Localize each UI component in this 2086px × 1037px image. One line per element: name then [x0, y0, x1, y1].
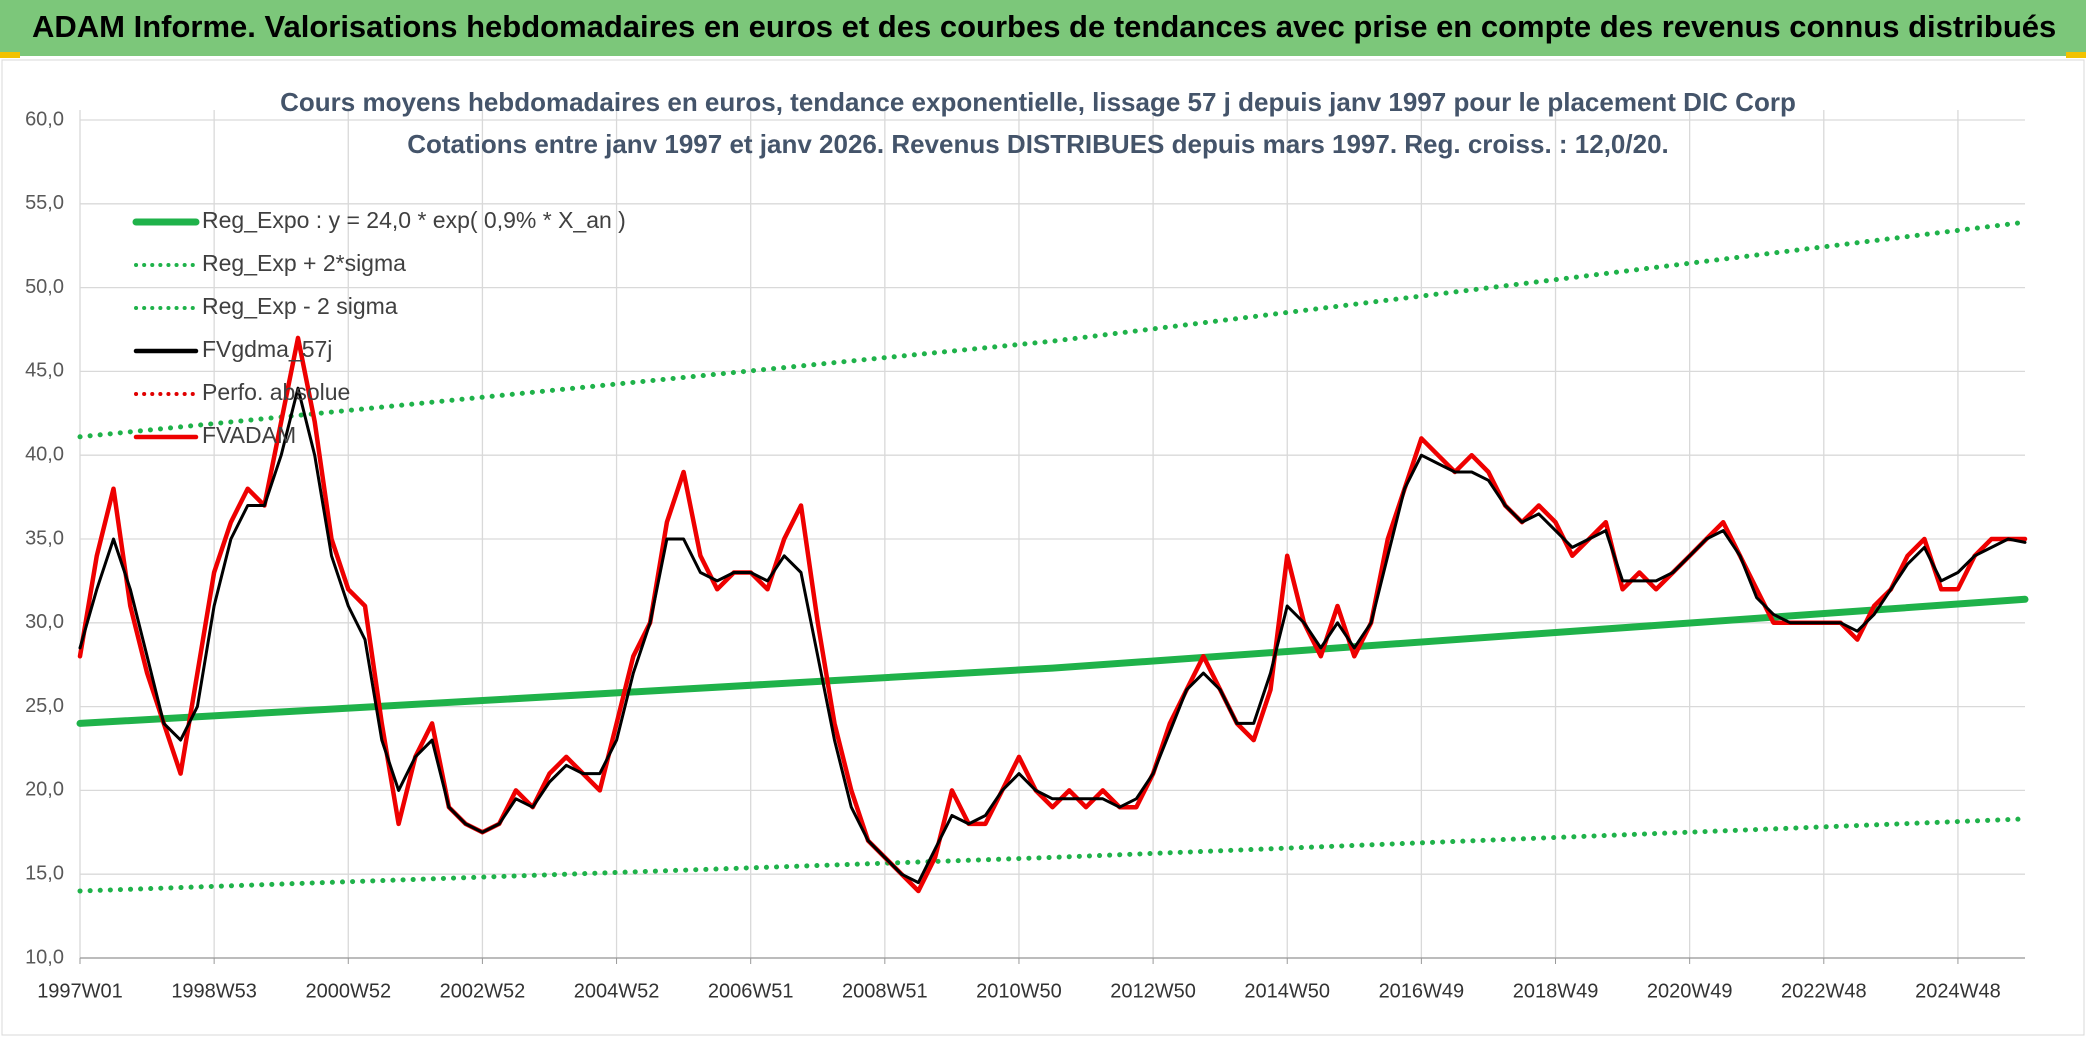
x-tick-label: 2024W48	[1915, 980, 2001, 1002]
x-tick-label: 2018W49	[1513, 980, 1599, 1002]
y-tick-label: 25,0	[25, 695, 64, 717]
y-tick-label: 45,0	[25, 360, 64, 382]
x-tick-label: 1997W01	[37, 980, 123, 1002]
legend: Reg_Expo : y = 24,0 * exp( 0,9% * X_an )…	[132, 207, 626, 448]
y-tick-label: 55,0	[25, 192, 64, 214]
legend-label: Perfo. absolue	[202, 379, 350, 405]
x-tick-label: 2022W48	[1781, 980, 1867, 1002]
y-tick-label: 35,0	[25, 527, 64, 549]
y-tick-label: 40,0	[25, 443, 64, 465]
series-line	[78, 386, 2027, 885]
corner-mark	[0, 52, 20, 58]
legend-label: Reg_Expo : y = 24,0 * exp( 0,9% * X_an )	[202, 207, 626, 233]
chart-subtitle: Cotations entre janv 1997 et janv 2026. …	[407, 129, 1669, 159]
legend-label: FVgdma_57j	[202, 336, 332, 362]
x-tick-label: 2014W50	[1244, 980, 1330, 1002]
legend-label: Reg_Exp + 2*sigma	[202, 250, 406, 276]
y-tick-label: 10,0	[25, 946, 64, 968]
header-bar	[0, 0, 2086, 56]
legend-label: Reg_Exp - 2 sigma	[202, 293, 398, 319]
x-tick-label: 2008W51	[842, 980, 928, 1002]
y-tick-label: 50,0	[25, 276, 64, 298]
y-tick-label: 15,0	[25, 862, 64, 884]
series-line	[77, 816, 2028, 894]
chart-title: Cours moyens hebdomadaires en euros, ten…	[280, 87, 1796, 117]
y-tick-label: 60,0	[25, 108, 64, 130]
legend-label: FVADAM	[202, 422, 296, 448]
x-tick-label: 2010W50	[976, 980, 1062, 1002]
grid: 10,0 15,0 20,0 25,0 30,0 35,0 40,0 45,0 50,0 55,0…	[25, 108, 2025, 1002]
y-tick-label: 20,0	[25, 779, 64, 801]
lines	[76, 219, 2029, 894]
series-line	[76, 595, 2029, 727]
corner-mark	[2066, 52, 2086, 58]
x-tick-label: 2012W50	[1110, 980, 1196, 1002]
chart-frame	[1, 59, 2085, 1036]
x-tick-label: 2000W52	[305, 980, 391, 1002]
x-tick-label: 2020W49	[1647, 980, 1733, 1002]
x-tick-label: 2004W52	[574, 980, 660, 1002]
y-tick-label: 30,0	[25, 611, 64, 633]
x-tick-label: 2006W51	[708, 980, 794, 1002]
series-line	[77, 219, 2028, 440]
x-tick-label: 2002W52	[440, 980, 526, 1002]
x-tick-label: 2016W49	[1379, 980, 1465, 1002]
x-tick-label: 1998W53	[171, 980, 257, 1002]
header-title: ADAM Informe. Valorisations hebdomadaire…	[32, 9, 2056, 44]
